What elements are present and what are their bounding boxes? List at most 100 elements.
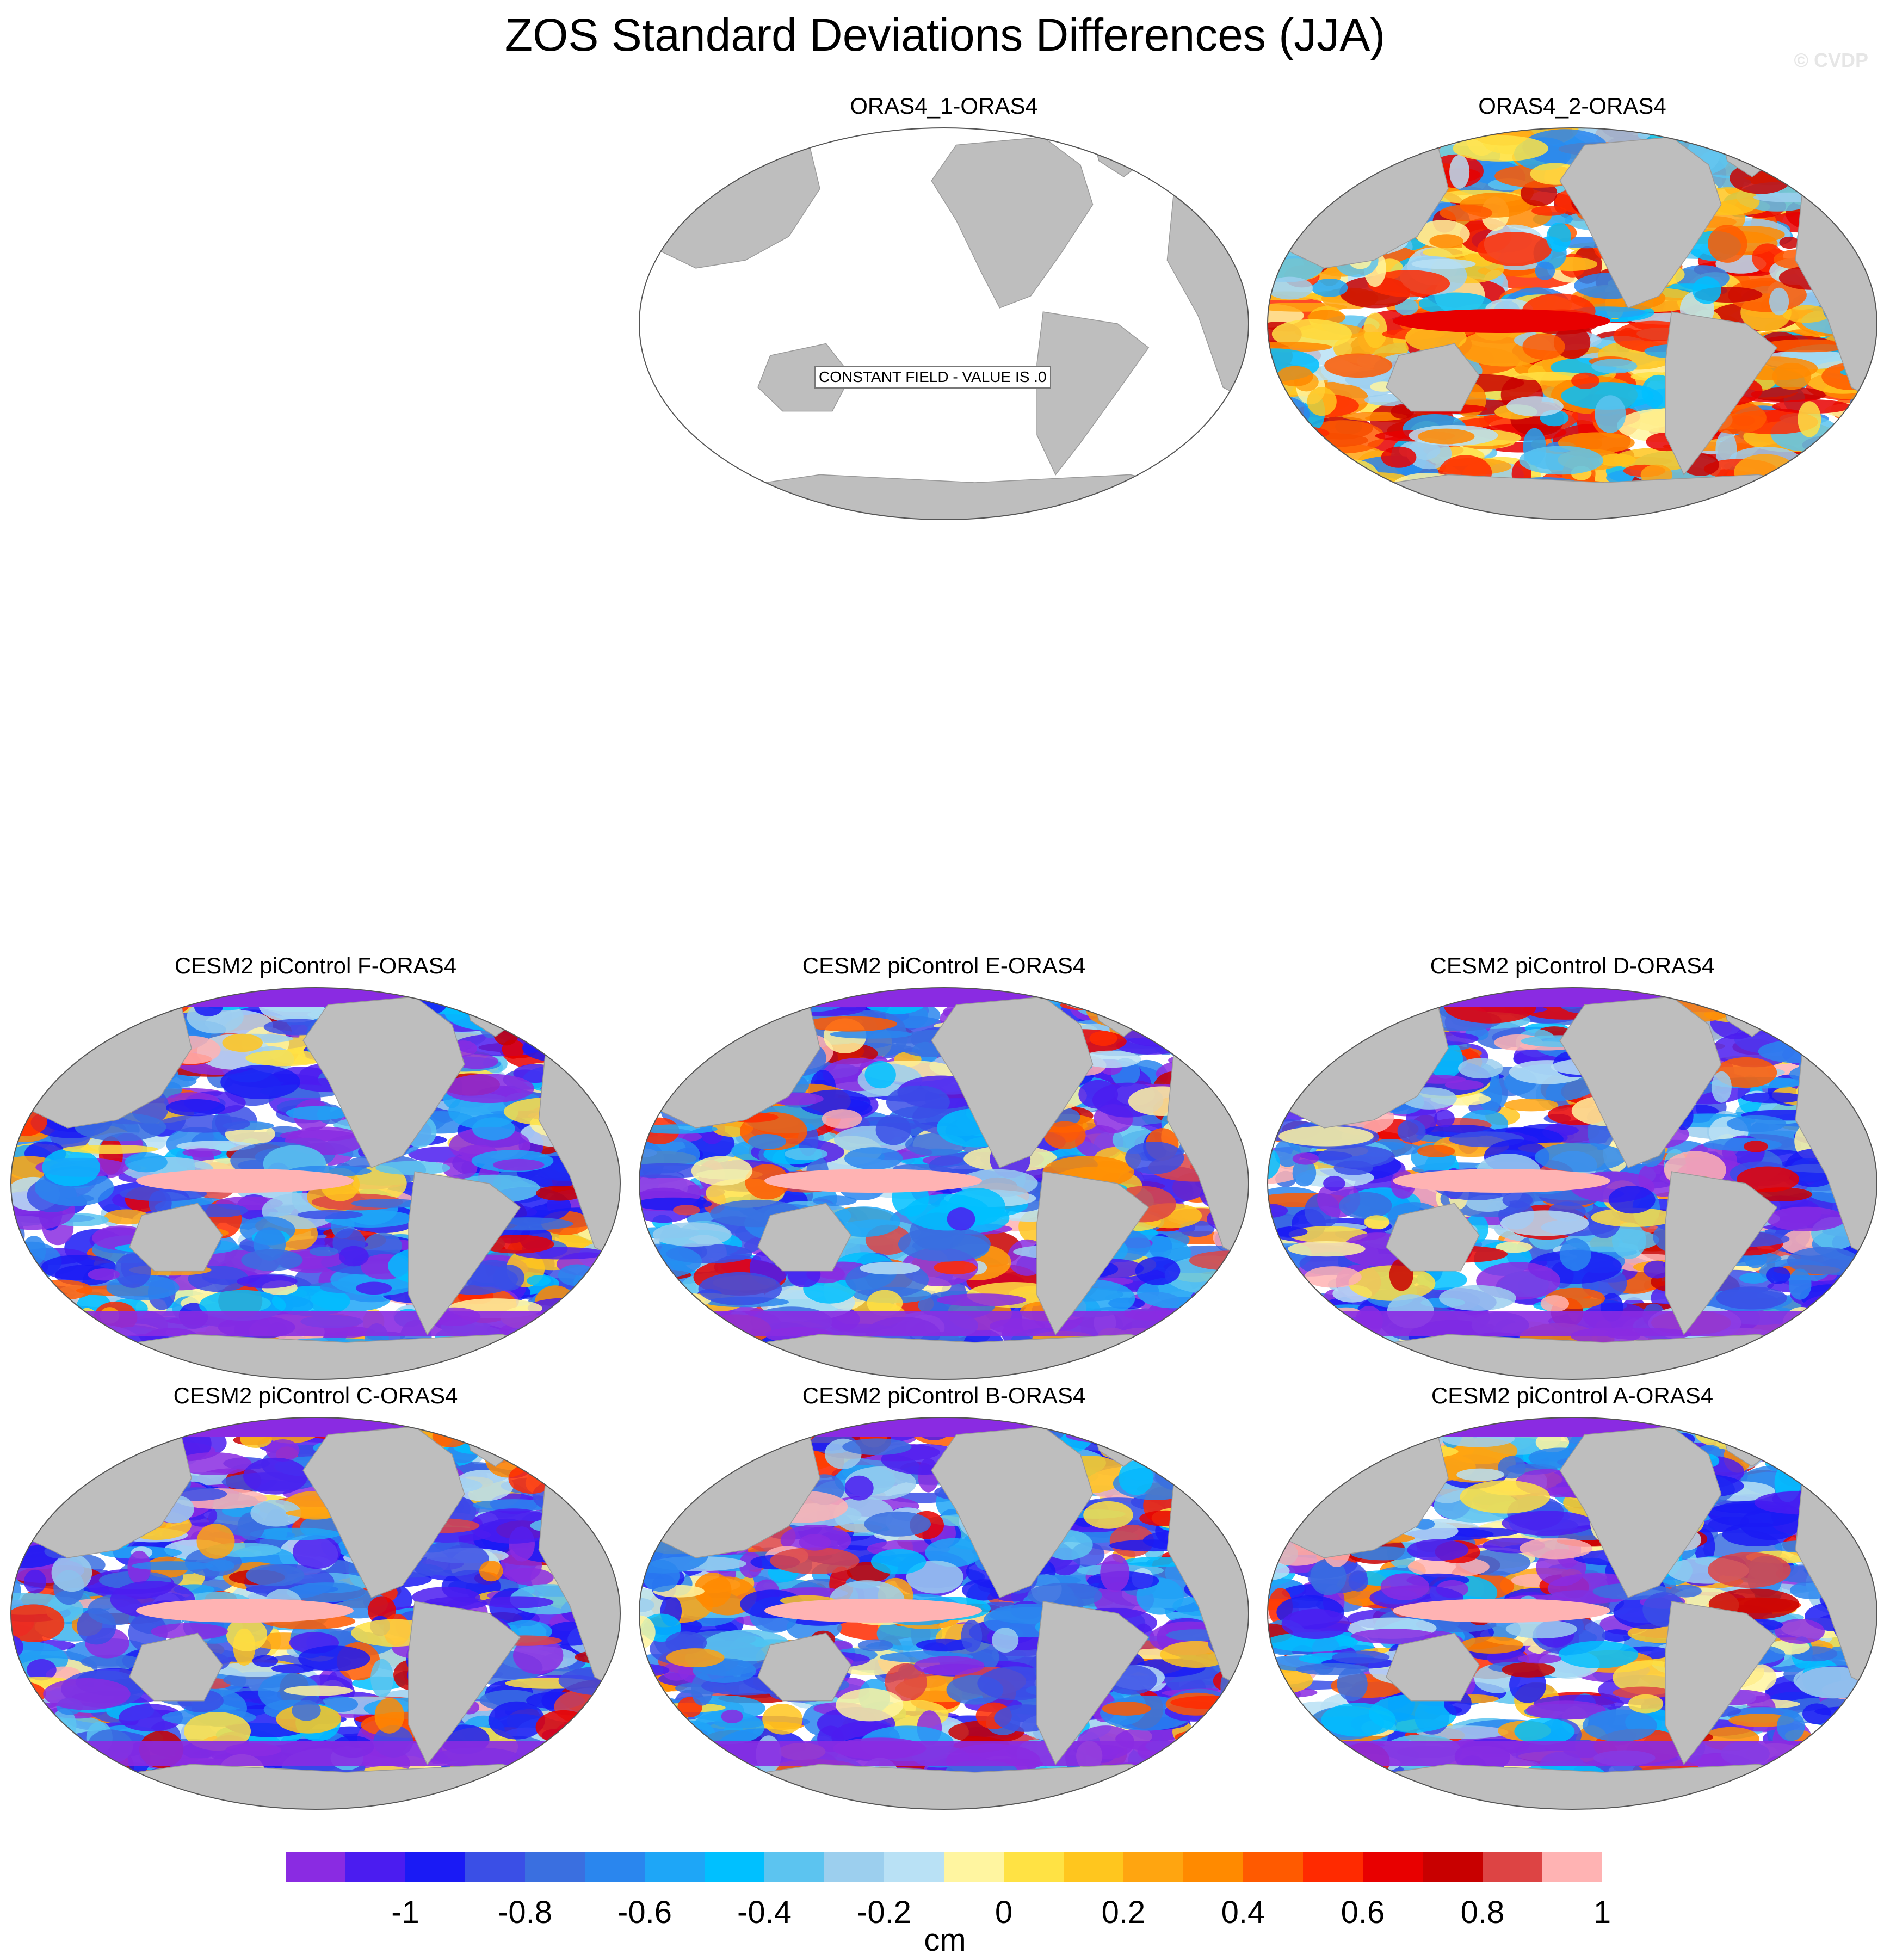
field-blob [644,988,703,1012]
field-blob [554,1308,620,1320]
field-blob [886,1085,950,1119]
field-blob [45,1786,97,1798]
field-blob [1292,1152,1319,1165]
field-blob [1744,1141,1768,1152]
field-blob [1155,1362,1245,1379]
field-blob [442,1156,478,1180]
field-blob [1278,447,1300,476]
field-blob [529,1014,585,1029]
field-blob [11,1777,92,1795]
field-blob [88,1268,120,1281]
field-blob [11,1295,32,1313]
field-blob [553,1019,584,1052]
field-blob [1273,1361,1356,1378]
field-blob [664,1361,719,1379]
field-blob [639,1084,663,1102]
field-blob [1841,1323,1866,1344]
field-blob [1540,1295,1569,1312]
field-blob [639,1438,657,1471]
field-blob [639,988,670,1019]
field-blob [867,1290,903,1316]
field-blob [11,1686,36,1697]
land-mass [302,1426,465,1598]
field-blob [1084,1417,1165,1443]
field-blob [1268,1237,1279,1274]
field-blob [11,1438,70,1454]
field-blob [1083,988,1129,1008]
panel-title: ORAS4_1-ORAS4 [850,93,1038,119]
field-blob [653,1753,678,1786]
field-blob [738,1355,788,1376]
field-blob [1834,1073,1877,1085]
field-blob [1863,1348,1877,1378]
field-blob [520,998,545,1010]
field-blob [1771,137,1863,173]
field-blob [682,1349,768,1364]
field-blob [22,1236,46,1266]
map-cesm2-e [639,987,1249,1380]
field-blob [564,1345,620,1370]
field-blob [1210,1014,1230,1024]
field-blob [543,1740,611,1753]
field-blob [1741,1092,1804,1104]
field-blob [497,1370,522,1379]
field-blob [1679,1369,1715,1379]
field-blob [1165,988,1208,1014]
field-blob [1848,205,1877,233]
field-blob [48,1432,101,1451]
field-blob [1167,988,1215,1003]
field-blob [1535,261,1555,280]
field-blob [1239,1732,1249,1753]
field-blob [676,1417,728,1426]
field-blob [1268,1316,1289,1333]
field-blob [271,1286,350,1316]
field-blob [1798,401,1821,437]
field-blob [1332,1015,1385,1026]
field-blob [1612,1222,1646,1259]
field-blob [487,988,509,994]
field-blob [1800,1367,1849,1379]
panel-cesm2-b: CESM2 piControl B-ORAS4 [634,1382,1254,1812]
constant-field-note: CONSTANT FIELD - VALUE IS .0 [814,366,1051,389]
field-blob [245,1564,305,1587]
field-blob [1783,1366,1808,1379]
field-blob [26,1040,82,1060]
field-blob [654,1773,689,1805]
field-blob [680,1802,717,1809]
field-blob [11,995,60,1009]
field-blob [1085,1364,1163,1379]
field-blob [1829,1050,1856,1074]
field-blob [436,1417,529,1428]
field-blob [1519,446,1603,475]
field-blob [1268,988,1334,1007]
field-blob [1809,504,1861,520]
field-blob [1831,1035,1859,1046]
field-blob [639,1502,651,1523]
field-blob [1307,1360,1351,1371]
field-blob [689,1002,752,1032]
field-blob [702,1343,734,1372]
field-blob [721,1356,780,1379]
field-blob [1769,287,1789,316]
land-mass [1665,311,1778,476]
field-blob [1287,1241,1366,1257]
field-blob [639,1370,670,1379]
southern-ocean-region [1268,1311,1877,1336]
field-blob [1210,1352,1249,1369]
field-blob [1271,319,1352,349]
field-blob [53,1755,94,1792]
field-blob [1285,1339,1349,1359]
field-blob [1126,1361,1152,1379]
field-blob [1270,465,1316,484]
field-blob [722,988,752,1012]
field-blob [1175,1449,1209,1459]
field-blob [532,1341,601,1362]
field-blob [1215,1327,1249,1346]
field-blob [94,1797,136,1806]
field-blob [602,1328,620,1349]
field-blob [1323,1324,1357,1337]
field-blob [374,1698,404,1734]
field-blob [1608,1186,1656,1214]
field-blob [1824,173,1877,206]
field-blob [1163,1754,1194,1764]
